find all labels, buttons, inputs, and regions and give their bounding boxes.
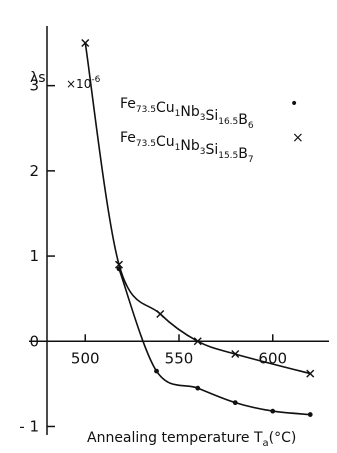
y-axis-label: λs [30,70,46,86]
data-point-B6 [116,266,122,272]
legend-marker-B6: • [290,96,298,112]
data-point-B6 [307,412,313,417]
tick-labels: - 1 0 1 2 3 500 550 600 [19,77,287,436]
x-tick-label: 500 [71,349,100,367]
fit-curve-B7 [84,42,311,375]
data-point-B6 [232,400,238,406]
data-point-B7 [306,369,315,378]
data-point-B7 [156,310,165,318]
legend-marker-B7: × [292,130,304,146]
axes [29,26,329,435]
data-point-B6 [270,408,276,414]
y-tick-label: 3 [29,77,39,95]
y-tick-label: - 1 [19,417,39,435]
data-point-B7 [193,337,202,346]
legend-label-B7: Fe73.5Cu1Nb3Si15.5B7 [120,130,254,165]
x-tick-label: 550 [165,349,194,367]
x-tick-label: 600 [258,349,287,367]
y-axis-multiplier: ×10-6 [66,75,101,91]
legend-label-B6: Fe73.5Cu1Nb3Si16.5B6 [120,96,254,131]
data-point-B6 [154,368,159,374]
x-axis-label: Annealing temperature Ta(°C) [87,430,296,449]
data-point-B7 [231,350,240,359]
y-tick-label: 0 [29,332,39,350]
data-point-B7 [115,260,123,269]
y-tick-label: 2 [29,162,39,180]
data-point-B7 [81,39,90,48]
data-point-B6 [195,385,201,391]
data-points [81,39,315,417]
legend: Fe73.5Cu1Nb3Si16.5B6 • Fe73.5Cu1Nb3Si15.5B… [120,96,304,165]
y-tick-label: 1 [29,247,39,265]
